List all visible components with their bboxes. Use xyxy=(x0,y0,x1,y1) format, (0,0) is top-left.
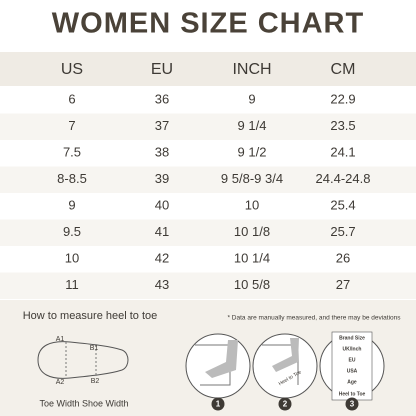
tag-line: Heel to Toe xyxy=(339,391,366,397)
step-number: 1 xyxy=(216,400,221,409)
cell: 36 xyxy=(155,92,169,107)
column-header: CM xyxy=(331,61,356,78)
cell: 38 xyxy=(155,145,169,160)
title: WOMEN SIZE CHART xyxy=(52,8,364,40)
column-header: INCH xyxy=(232,61,271,78)
cell: 9 1/2 xyxy=(238,145,267,160)
cell: 22.9 xyxy=(330,92,355,107)
cell: 25.4 xyxy=(330,198,355,213)
cell: 24.1 xyxy=(330,145,355,160)
cell: 7.5 xyxy=(63,145,81,160)
cell: 40 xyxy=(155,198,169,213)
column-header: EU xyxy=(151,61,173,78)
cell: 24.4-24.8 xyxy=(316,171,371,186)
tag-line: USA xyxy=(347,368,358,374)
cell: 10 5/8 xyxy=(234,277,270,292)
cell: 9 xyxy=(68,198,75,213)
cell: 10 xyxy=(245,198,259,213)
row-band xyxy=(0,113,416,140)
cell: 26 xyxy=(336,251,350,266)
cell: 9 xyxy=(248,92,255,107)
cell: 39 xyxy=(155,171,169,186)
step-badge xyxy=(345,397,359,411)
step-badge xyxy=(211,397,225,411)
step-numbers: 1 2 3 xyxy=(211,397,359,411)
tag-line: Brand Size xyxy=(339,335,365,341)
step-number: 3 xyxy=(350,400,355,409)
cell: 10 xyxy=(65,251,79,266)
tag: Brand Size UK/Inch EU USA Age Heel to Toe xyxy=(331,331,373,401)
table: US EU INCH CM 6 36 9 22.9 7 37 9 1/4 23.5 7.5 38 9 1/2… xyxy=(0,61,416,299)
sole-outline xyxy=(37,341,129,379)
tag-line: UK/Inch xyxy=(343,346,362,352)
point-label: B2 xyxy=(91,378,100,385)
row-band xyxy=(0,272,416,299)
measure-caption: Toe Width Shoe Width xyxy=(39,398,128,408)
cell: 9 1/4 xyxy=(238,118,267,133)
column-header: US xyxy=(61,61,83,78)
row-band xyxy=(0,166,416,193)
tag-line: EU xyxy=(349,357,356,363)
cell: 43 xyxy=(155,277,169,292)
cell: 42 xyxy=(155,251,169,266)
cell: 8-8.5 xyxy=(57,171,87,186)
point-label: B1 xyxy=(90,345,99,352)
cell: 25.7 xyxy=(330,224,355,239)
tag-box xyxy=(331,331,373,401)
header-band xyxy=(0,52,416,86)
cell: 27 xyxy=(336,277,350,292)
step-badge xyxy=(278,397,292,411)
cell: 9.5 xyxy=(63,224,81,239)
measure-title: How to measure heel to toe xyxy=(23,310,158,322)
step-number: 2 xyxy=(283,400,288,409)
cell: 11 xyxy=(65,277,79,292)
cell: 41 xyxy=(155,224,169,239)
step-drawing xyxy=(205,340,238,378)
step-drawing xyxy=(272,338,299,372)
cell: 9 5/8-9 3/4 xyxy=(221,171,283,186)
cell: 10 1/8 xyxy=(234,224,270,239)
note: * Data are manually measured, and there … xyxy=(227,315,401,322)
row-band xyxy=(0,219,416,246)
cell: 37 xyxy=(155,118,169,133)
cell: 23.5 xyxy=(330,118,355,133)
cell: 7 xyxy=(68,118,75,133)
point-label: A2 xyxy=(56,379,65,386)
tag-line: Age xyxy=(347,379,357,385)
cell: 6 xyxy=(68,92,75,107)
point-label: A1 xyxy=(56,336,65,343)
cell: 10 1/4 xyxy=(234,251,270,266)
